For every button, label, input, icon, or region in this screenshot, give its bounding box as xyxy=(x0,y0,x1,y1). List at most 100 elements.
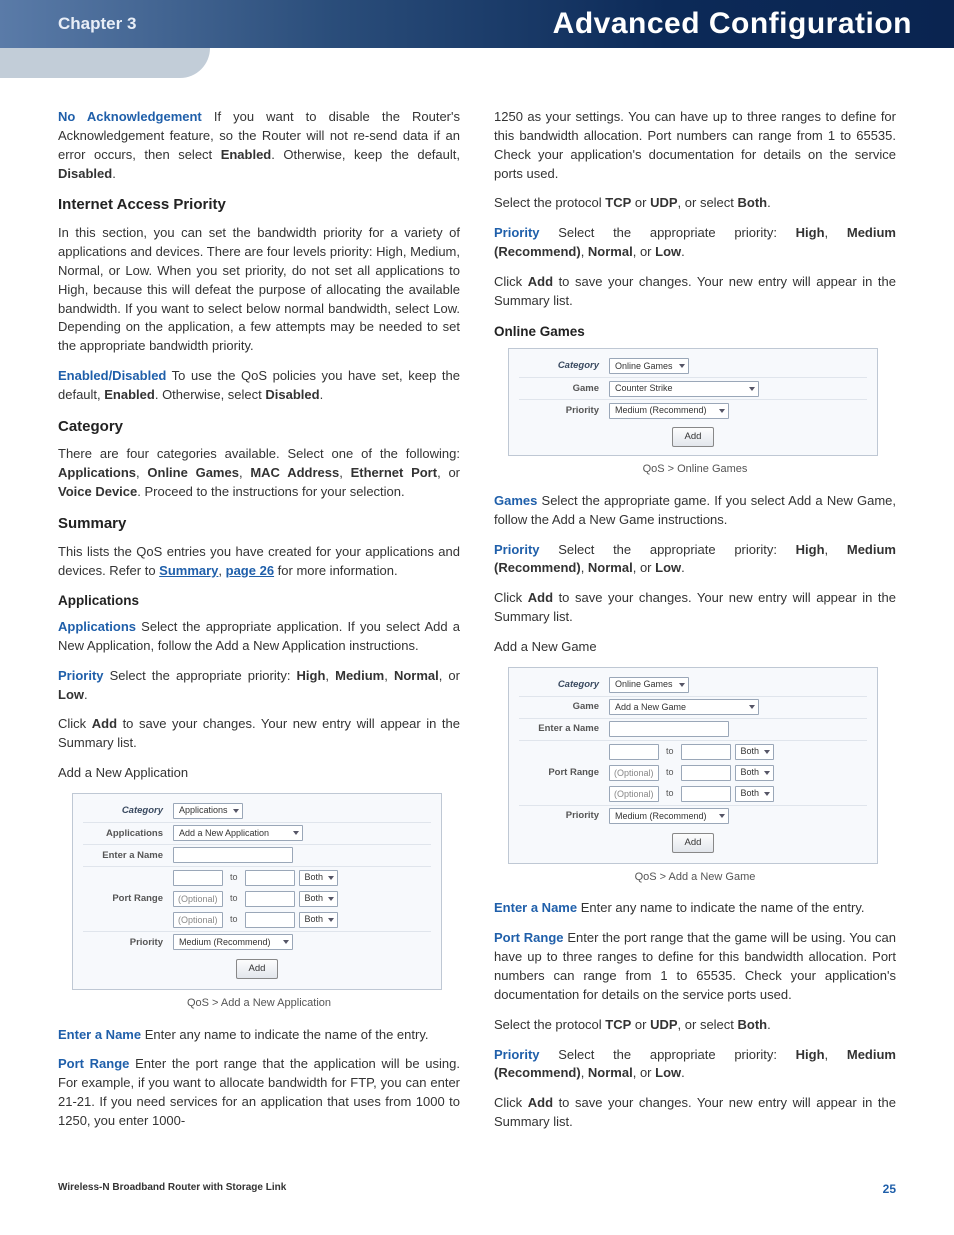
link-page-26[interactable]: page 26 xyxy=(226,563,274,578)
fig3-port-to-3[interactable] xyxy=(681,786,731,802)
para-priority-right1: Priority Select the appropriate priority… xyxy=(494,224,896,262)
fig3-name-input[interactable] xyxy=(609,721,729,737)
term-enter-name-game: Enter a Name xyxy=(494,900,577,915)
para-click-add-apps: Click Add to save your changes. Your new… xyxy=(58,715,460,753)
fig3-port-to-1[interactable] xyxy=(681,744,731,760)
fig3-name-label: Enter a Name xyxy=(519,722,609,736)
para-click-add-r3: Click Add to save your changes. Your new… xyxy=(494,1094,896,1132)
heading-category: Category xyxy=(58,416,460,438)
term-port-range: Port Range xyxy=(58,1056,129,1071)
term-priority-r1: Priority xyxy=(494,225,540,240)
para-iap-intro: In this section, you can set the bandwid… xyxy=(58,224,460,356)
fig1-name-input[interactable] xyxy=(173,847,293,863)
term-enabled-disabled: Enabled/Disabled xyxy=(58,368,166,383)
left-column: No Acknowledgement If you want to disabl… xyxy=(58,108,460,1143)
fig1-port-to-3[interactable] xyxy=(245,912,295,928)
heading-applications: Applications xyxy=(58,591,460,611)
para-category: There are four categories available. Sel… xyxy=(58,445,460,502)
para-port-range-app: Port Range Enter the port range that the… xyxy=(58,1055,460,1130)
fig2-priority-label: Priority xyxy=(519,404,609,418)
para-enter-name-app: Enter a Name Enter any name to indicate … xyxy=(58,1026,460,1045)
fig3-add-button[interactable]: Add xyxy=(672,833,715,853)
chapter-label: Chapter 3 xyxy=(58,12,136,37)
fig3-proto-2[interactable]: Both xyxy=(735,765,775,781)
fig3-game-label: Game xyxy=(519,700,609,714)
fig2-priority-select[interactable]: Medium (Recommend) xyxy=(609,403,729,419)
term-applications: Applications xyxy=(58,619,136,634)
label-add-new-app: Add a New Application xyxy=(58,764,460,783)
fig2-caption: QoS > Online Games xyxy=(494,462,896,478)
fig3-port-from-2[interactable]: (Optional) xyxy=(609,765,659,781)
corner-tab xyxy=(0,48,210,78)
figure-qos-online-games: Category Online Games Game Counter Strik… xyxy=(508,348,878,456)
footer-page-number: 25 xyxy=(883,1181,896,1198)
footer-product: Wireless-N Broadband Router with Storage… xyxy=(58,1181,286,1198)
heading-iap: Internet Access Priority xyxy=(58,194,460,216)
para-port-range-cont: 1250 as your settings. You can have up t… xyxy=(494,108,896,183)
fig1-proto-3[interactable]: Both xyxy=(299,912,339,928)
fig3-priority-select[interactable]: Medium (Recommend) xyxy=(609,808,729,824)
heading-online-games: Online Games xyxy=(494,322,896,342)
term-games: Games xyxy=(494,493,537,508)
term-priority-r2: Priority xyxy=(494,542,540,557)
fig1-name-label: Enter a Name xyxy=(83,849,173,863)
right-column: 1250 as your settings. You can have up t… xyxy=(494,108,896,1143)
fig3-category-select[interactable]: Online Games xyxy=(609,677,689,693)
fig1-category-select[interactable]: Applications xyxy=(173,803,243,819)
fig1-add-button[interactable]: Add xyxy=(236,959,279,979)
term-port-range-game: Port Range xyxy=(494,930,564,945)
fig1-caption: QoS > Add a New Application xyxy=(58,996,460,1012)
fig1-priority-select[interactable]: Medium (Recommend) xyxy=(173,934,293,950)
fig3-proto-3[interactable]: Both xyxy=(735,786,775,802)
fig1-apps-select[interactable]: Add a New Application xyxy=(173,825,303,841)
label-add-new-game: Add a New Game xyxy=(494,638,896,657)
fig3-port-label: Port Range xyxy=(519,766,609,780)
term-enter-name: Enter a Name xyxy=(58,1027,141,1042)
page-header: Chapter 3 Advanced Configuration xyxy=(0,0,954,48)
para-summary: This lists the QoS entries you have crea… xyxy=(58,543,460,581)
fig2-game-select[interactable]: Counter Strike xyxy=(609,381,759,397)
fig3-caption: QoS > Add a New Game xyxy=(494,870,896,886)
fig1-port-from-1[interactable] xyxy=(173,870,223,886)
page-footer: Wireless-N Broadband Router with Storage… xyxy=(0,1163,954,1228)
fig3-game-select[interactable]: Add a New Game xyxy=(609,699,759,715)
fig1-port-to-1[interactable] xyxy=(245,870,295,886)
para-games: Games Select the appropriate game. If yo… xyxy=(494,492,896,530)
term-no-ack: No Acknowledgement xyxy=(58,109,202,124)
fig3-port-to-2[interactable] xyxy=(681,765,731,781)
para-click-add-r2: Click Add to save your changes. Your new… xyxy=(494,589,896,627)
fig3-category-label: Category xyxy=(519,678,609,692)
fig3-port-from-3[interactable]: (Optional) xyxy=(609,786,659,802)
figure-qos-add-game: Category Online Games Game Add a New Gam… xyxy=(508,667,878,864)
fig2-add-button[interactable]: Add xyxy=(672,427,715,447)
para-priority-r3: Priority Select the appropriate priority… xyxy=(494,1046,896,1084)
para-protocol-game: Select the protocol TCP or UDP, or selec… xyxy=(494,1016,896,1035)
para-applications: Applications Select the appropriate appl… xyxy=(58,618,460,656)
fig1-port-from-2[interactable]: (Optional) xyxy=(173,891,223,907)
page-title: Advanced Configuration xyxy=(553,2,912,46)
fig2-category-select[interactable]: Online Games xyxy=(609,358,689,374)
fig2-game-label: Game xyxy=(519,382,609,396)
heading-summary: Summary xyxy=(58,513,460,535)
fig1-priority-label: Priority xyxy=(83,936,173,950)
para-no-ack: No Acknowledgement If you want to disabl… xyxy=(58,108,460,183)
fig1-port-label: Port Range xyxy=(83,892,173,906)
fig3-proto-1[interactable]: Both xyxy=(735,744,775,760)
fig3-priority-label: Priority xyxy=(519,809,609,823)
figure-qos-add-application: Category Applications Applications Add a… xyxy=(72,793,442,990)
fig1-proto-2[interactable]: Both xyxy=(299,891,339,907)
para-click-add-r1: Click Add to save your changes. Your new… xyxy=(494,273,896,311)
fig1-apps-label: Applications xyxy=(83,827,173,841)
fig1-proto-1[interactable]: Both xyxy=(299,870,339,886)
fig1-category-label: Category xyxy=(83,804,173,818)
fig3-port-from-1[interactable] xyxy=(609,744,659,760)
fig1-port-to-2[interactable] xyxy=(245,891,295,907)
fig2-category-label: Category xyxy=(519,359,609,373)
fig1-port-from-3[interactable]: (Optional) xyxy=(173,912,223,928)
para-enter-name-game: Enter a Name Enter any name to indicate … xyxy=(494,899,896,918)
link-summary[interactable]: Summary xyxy=(159,563,218,578)
para-enabled-disabled: Enabled/Disabled To use the QoS policies… xyxy=(58,367,460,405)
para-priority-r2: Priority Select the appropriate priority… xyxy=(494,541,896,579)
para-port-range-game: Port Range Enter the port range that the… xyxy=(494,929,896,1004)
para-priority-apps: Priority Select the appropriate priority… xyxy=(58,667,460,705)
